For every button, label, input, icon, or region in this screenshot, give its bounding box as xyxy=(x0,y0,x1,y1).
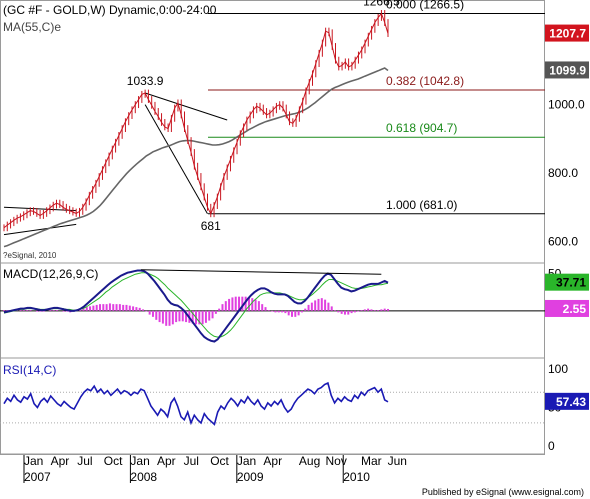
price-annotation-1: 1033.9 xyxy=(127,74,164,88)
month-label: Jan xyxy=(24,454,43,468)
trend-line-2 xyxy=(144,92,228,121)
ma-indicator-label: MA(55,C)e xyxy=(3,20,61,34)
month-label: Apr xyxy=(263,454,282,468)
price-tags: 1207.7 1099.9 xyxy=(545,24,589,79)
month-label: Apr xyxy=(157,454,176,468)
rsi-tick-label: 100 xyxy=(548,362,568,376)
macd-tags: 37.71 2.55 xyxy=(545,273,589,317)
macd-line xyxy=(3,269,389,343)
last-hist-tag: 2.55 xyxy=(563,302,587,316)
year-label: 2009 xyxy=(237,470,264,484)
rsi-line xyxy=(3,381,389,426)
chart-frame xyxy=(0,0,545,455)
trend-lines xyxy=(3,92,228,236)
rsi-tags: 57.43 xyxy=(545,392,589,410)
last-macd-tag-bg xyxy=(545,273,589,291)
last-ma-tag: 1099.9 xyxy=(549,63,586,77)
price-tick-label: 1000.0 xyxy=(548,98,585,112)
month-label: Jun xyxy=(388,454,407,468)
rsi-tick-label: 0 xyxy=(548,439,555,453)
fib-label-0: 0.000 (1266.5) xyxy=(386,0,464,11)
price-annotation-0: 1266.5 xyxy=(363,0,400,8)
price-tick-label: 600.0 xyxy=(548,234,578,248)
rsi-series xyxy=(0,381,545,426)
month-label: Mar xyxy=(361,454,382,468)
last-rsi-tag: 57.43 xyxy=(556,395,586,409)
price-tick-label: 800.0 xyxy=(548,166,578,180)
month-label: Jan xyxy=(237,454,256,468)
trend-line-1 xyxy=(3,223,77,236)
month-label: Oct xyxy=(104,454,123,468)
price-panel: 0.000 (1266.5) 0.382 (1042.8) 0.618 (904.7… xyxy=(3,0,589,260)
price-series xyxy=(3,10,389,248)
month-label: Apr xyxy=(51,454,70,468)
esignal-watermark: ?eSignal, 2010 xyxy=(3,251,57,260)
publisher-footer: Published by eSignal (www.esignal.com) xyxy=(422,487,584,497)
trend-line-3 xyxy=(144,104,208,215)
month-label: Jul xyxy=(184,454,199,468)
last-ma-tag-bg xyxy=(545,61,589,79)
last-macd-tag: 37.71 xyxy=(556,276,586,290)
last-rsi-tag-bg xyxy=(545,392,589,410)
last-price-tag-bg xyxy=(545,24,589,42)
macd-panel: 50 37.712.55 MACD(12,26,9,C) xyxy=(0,266,589,343)
macd-label: MACD(12,26,9,C) xyxy=(3,267,98,281)
rsi-label: RSI(14,C) xyxy=(3,363,56,377)
last-price-tag: 1207.7 xyxy=(549,27,586,41)
macd-series xyxy=(0,269,545,343)
year-label: 2010 xyxy=(343,470,370,484)
year-label: 2008 xyxy=(130,470,157,484)
price-line xyxy=(3,12,389,229)
ma-line xyxy=(3,67,389,248)
chart-title: (GC #F - GOLD,W) Dynamic,0:00-24:00 xyxy=(3,3,217,17)
price-axis: 1000.0 800.0 600.0 xyxy=(548,98,585,249)
fib-label-1: 0.382 (1042.8) xyxy=(386,74,464,88)
month-label: Oct xyxy=(210,454,229,468)
fib-label-2: 0.618 (904.7) xyxy=(386,121,457,135)
fibonacci-lines: 0.000 (1266.5) 0.382 (1042.8) 0.618 (904.7… xyxy=(208,0,545,215)
month-label: Aug xyxy=(299,454,320,468)
rsi-panel: 100500 57.43 RSI(14,C) xyxy=(0,362,589,453)
month-label: Nov xyxy=(325,454,346,468)
last-hist-tag-bg xyxy=(545,299,589,317)
month-label: Jan xyxy=(130,454,149,468)
trend-line-0 xyxy=(3,206,77,212)
price-annotations: 1266.5 1033.9 681 xyxy=(127,0,400,233)
year-label: 2007 xyxy=(24,470,51,484)
time-axis: Jan Apr Jul Oct Jan Apr Jul Oct Jan Apr Aug Nov Mar J… xyxy=(23,454,407,484)
fib-label-3: 1.000 (681.0) xyxy=(386,198,457,212)
macd-divergence-line xyxy=(140,269,382,275)
month-label: Jul xyxy=(77,454,92,468)
price-annotation-2: 681 xyxy=(201,219,221,233)
